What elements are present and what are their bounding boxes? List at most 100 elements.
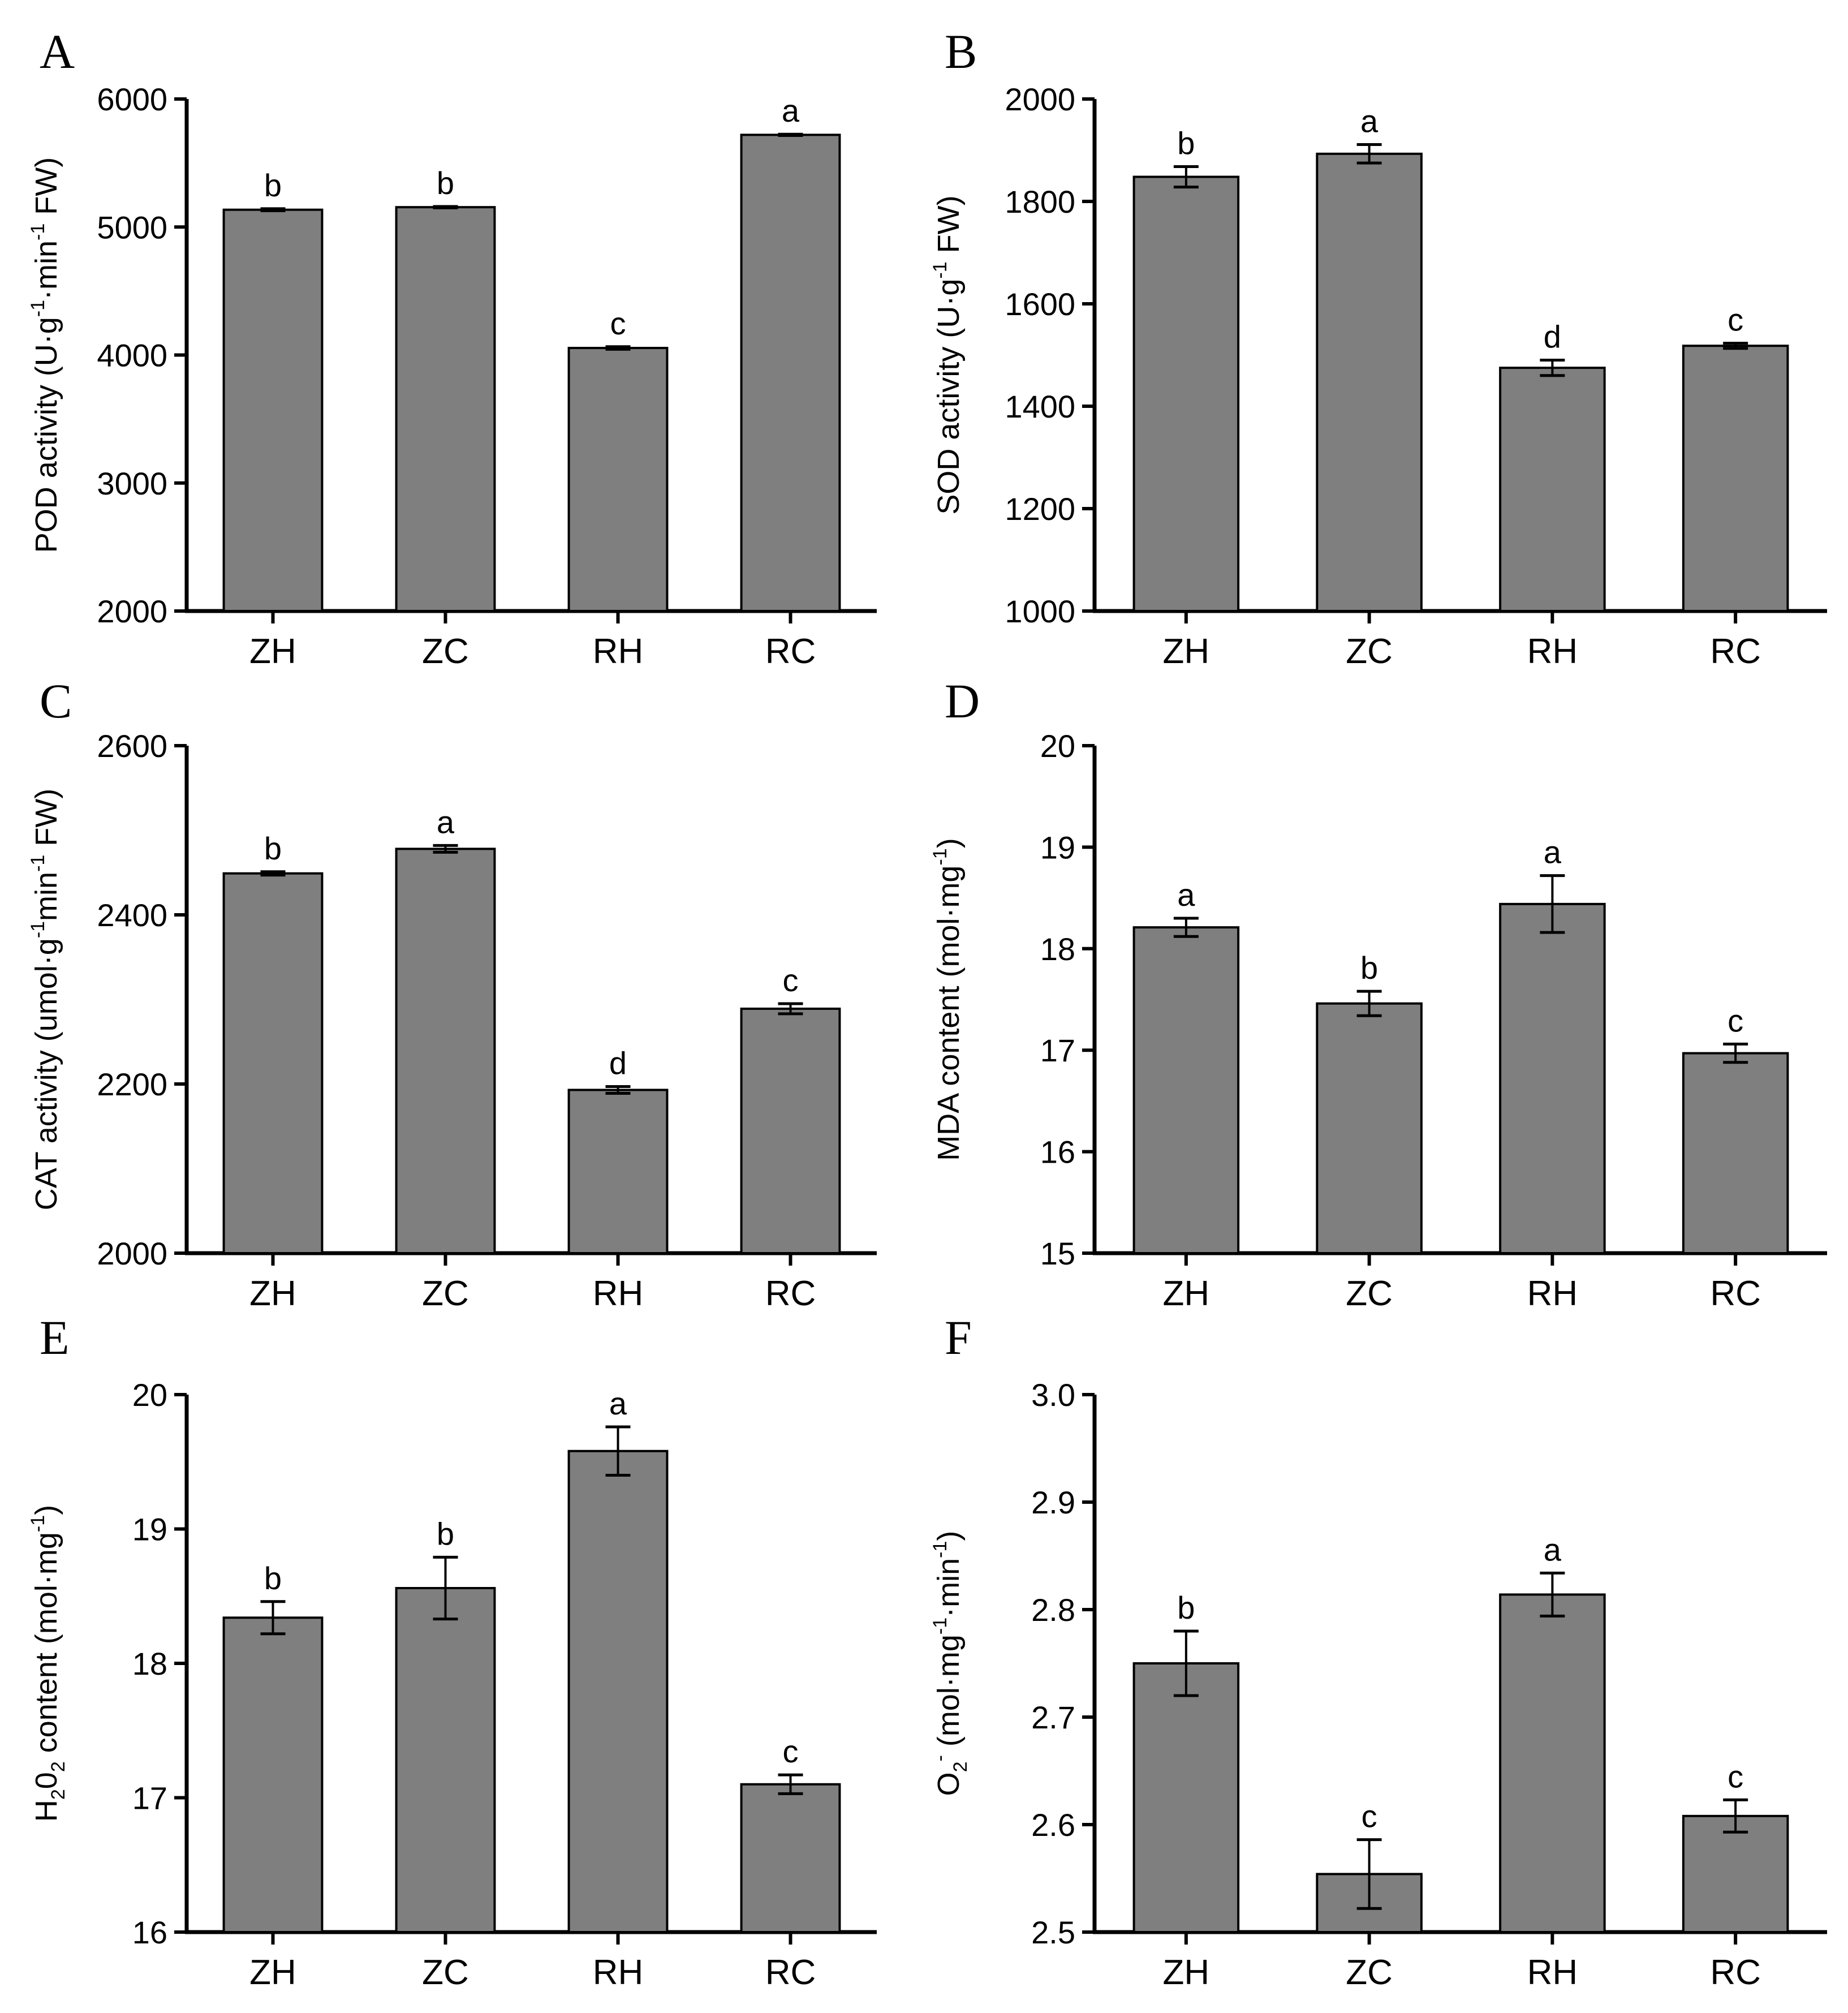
x-tick-label: RC xyxy=(765,632,816,671)
significance-label: a xyxy=(609,1386,627,1421)
x-tick-label: ZC xyxy=(422,1953,469,1992)
y-tick-label: 1200 xyxy=(1005,491,1075,527)
bar-rh xyxy=(567,1089,669,1254)
significance-label: d xyxy=(609,1045,627,1081)
y-axis-label-part: 0 xyxy=(29,1772,63,1789)
x-tick-label: ZC xyxy=(1346,632,1393,671)
error-bar xyxy=(605,1425,631,1477)
y-axis-label: CAT activity (umol·g-1min-1 FW) xyxy=(27,789,63,1211)
bar-zc xyxy=(1316,1002,1423,1255)
significance-label: b xyxy=(264,831,282,866)
error-bar xyxy=(1356,1838,1382,1910)
bar-rh xyxy=(567,1449,669,1933)
bar-zc xyxy=(395,206,496,612)
bar-rc xyxy=(740,134,841,613)
bar-rh xyxy=(1499,902,1606,1254)
x-tick-label: RC xyxy=(1710,1274,1761,1313)
x-tick-label: RC xyxy=(1710,1953,1761,1992)
y-tick-label: 2.5 xyxy=(1031,1915,1075,1950)
panel-label: F xyxy=(945,1310,972,1365)
x-tick-label: ZH xyxy=(249,632,296,671)
panel-d: D 15 16 17 18 19 20 a ZH b ZC a RH c RC MDA content (mo… xyxy=(929,674,1827,1313)
y-axis-label-part: ·min xyxy=(932,1558,966,1618)
y-axis-label-part: content (mol·mg xyxy=(29,1532,63,1761)
y-tick-label: 2000 xyxy=(97,1236,167,1271)
x-tick-label: RH xyxy=(1527,632,1578,671)
y-tick-label: 2400 xyxy=(97,897,167,933)
y-axis-label: MDA content (mol·mg-1) xyxy=(929,838,966,1160)
error-bar xyxy=(778,132,803,137)
y-axis-label-part: FW) xyxy=(29,157,63,223)
x-tick-label: ZH xyxy=(1163,1274,1210,1313)
error-bar xyxy=(778,1773,803,1795)
y-axis-label-part: -1 xyxy=(27,300,49,317)
significance-label: a xyxy=(1544,835,1562,870)
y-tick-label: 18 xyxy=(1040,931,1075,967)
y-tick-label: 6000 xyxy=(97,81,167,117)
bar-zc xyxy=(395,848,496,1254)
significance-label: b xyxy=(1360,950,1378,986)
bar-rc xyxy=(1682,1814,1789,1934)
panel-label: D xyxy=(945,674,980,728)
y-tick-label: 19 xyxy=(1040,829,1075,865)
y-axis-label-part: -1 xyxy=(27,855,49,872)
y-axis-label-part: ) xyxy=(932,1531,966,1541)
significance-label: b xyxy=(437,165,454,201)
significance-label: b xyxy=(1177,1590,1195,1625)
y-axis-label-part: (mol·mg xyxy=(932,1635,966,1755)
x-tick-label: ZC xyxy=(422,632,469,671)
significance-label: a xyxy=(782,93,800,128)
y-axis-label-part: -1 xyxy=(929,1541,951,1558)
y-tick-label: 1400 xyxy=(1005,389,1075,424)
y-tick-label: 2.8 xyxy=(1031,1592,1075,1628)
significance-label: d xyxy=(1544,319,1561,355)
y-axis-label-part: CAT activity (umol·g xyxy=(29,938,63,1210)
y-axis-label-part: FW) xyxy=(29,789,63,855)
y-tick-label: 19 xyxy=(132,1512,167,1547)
x-tick-label: RC xyxy=(1710,632,1761,671)
panel-label: E xyxy=(40,1310,70,1365)
panel-label: C xyxy=(40,674,72,728)
y-tick-label: 2600 xyxy=(97,728,167,764)
y-axis-label-part: ·min xyxy=(29,240,63,300)
error-bar xyxy=(1540,359,1565,377)
y-tick-label: 1600 xyxy=(1005,286,1075,322)
significance-label: b xyxy=(1177,125,1195,161)
y-axis-label-part: H xyxy=(29,1800,63,1822)
y-axis-label-part: - xyxy=(929,1755,951,1761)
y-tick-label: 2.7 xyxy=(1031,1700,1075,1735)
error-bar xyxy=(1540,874,1565,934)
x-tick-label: RC xyxy=(765,1953,816,1992)
y-tick-label: 20 xyxy=(1040,728,1075,764)
y-axis-label-part: min xyxy=(29,872,63,921)
y-tick-label: 2.6 xyxy=(1031,1807,1075,1843)
bar-rc xyxy=(1682,345,1789,613)
significance-label: b xyxy=(437,1516,454,1551)
error-bar xyxy=(260,1600,286,1636)
bar-rh xyxy=(1499,367,1606,612)
y-tick-label: 16 xyxy=(1040,1134,1075,1170)
y-axis-label: H202 content (mol·mg-1) xyxy=(27,1505,69,1822)
y-axis-label-part: -1 xyxy=(27,921,49,938)
y-tick-label: 2000 xyxy=(97,593,167,629)
significance-label: c xyxy=(610,306,626,341)
significance-label: a xyxy=(1360,104,1379,139)
y-axis-label: O2- (mol·mg-1·min-1) xyxy=(929,1531,971,1796)
error-bar xyxy=(605,1085,631,1095)
y-tick-label: 17 xyxy=(132,1780,167,1816)
x-tick-label: RH xyxy=(1527,1953,1578,1992)
y-tick-label: 3000 xyxy=(97,466,167,501)
panel-b: B 1000 1200 1400 1600 1800 2000 b ZH a ZC d RH c RC SOD… xyxy=(929,24,1827,671)
bar-zh xyxy=(222,872,324,1254)
x-tick-label: RH xyxy=(1527,1274,1578,1313)
y-tick-label: 20 xyxy=(132,1377,167,1413)
y-axis-label-part: 2 xyxy=(950,1761,971,1772)
x-tick-label: RH xyxy=(593,632,644,671)
error-bar xyxy=(1173,1629,1199,1697)
y-axis-label-part: -1 xyxy=(27,223,49,240)
y-axis-label-part: 2 xyxy=(48,1789,69,1800)
bar-zh xyxy=(1132,926,1240,1254)
significance-label: b xyxy=(264,1560,282,1596)
y-axis-label-part: SOD activity (U·g xyxy=(932,279,966,515)
significance-label: a xyxy=(437,804,455,840)
